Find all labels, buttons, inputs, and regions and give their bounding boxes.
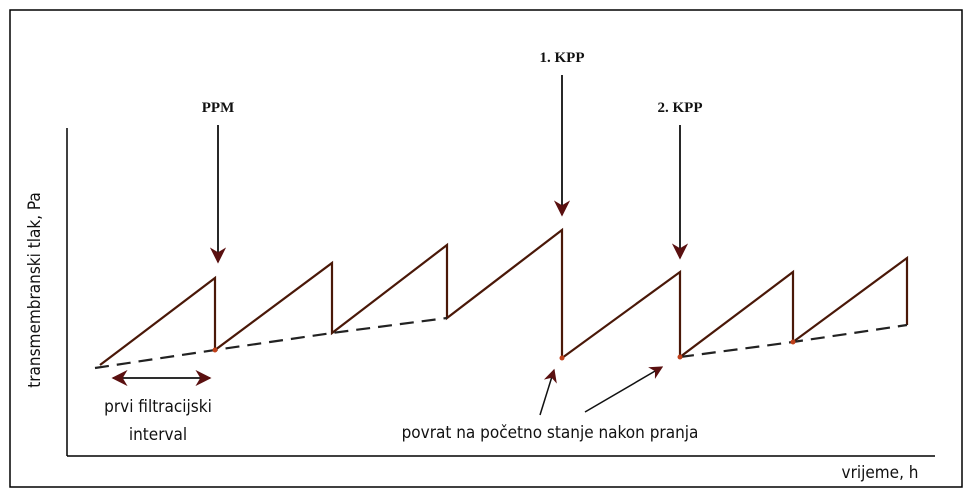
label: 2. KPP (658, 100, 703, 116)
sawtooth-curve (99, 227, 909, 366)
y-axis-label: transmembranski tlak, Pa (25, 192, 45, 388)
arrow (539, 368, 557, 416)
baseline-dashed (94, 316, 448, 370)
x-axis-label: vrijeme, h (842, 463, 919, 483)
points (212, 339, 796, 361)
annotation: povrat na početno stanje nakon pranja (402, 423, 699, 443)
label: PPM (202, 100, 234, 116)
annotation: interval (129, 425, 187, 445)
frame (9, 9, 963, 488)
label: 1. KPP (540, 50, 585, 66)
arrow (584, 366, 664, 413)
annotation: prvi filtracijski (104, 397, 212, 417)
